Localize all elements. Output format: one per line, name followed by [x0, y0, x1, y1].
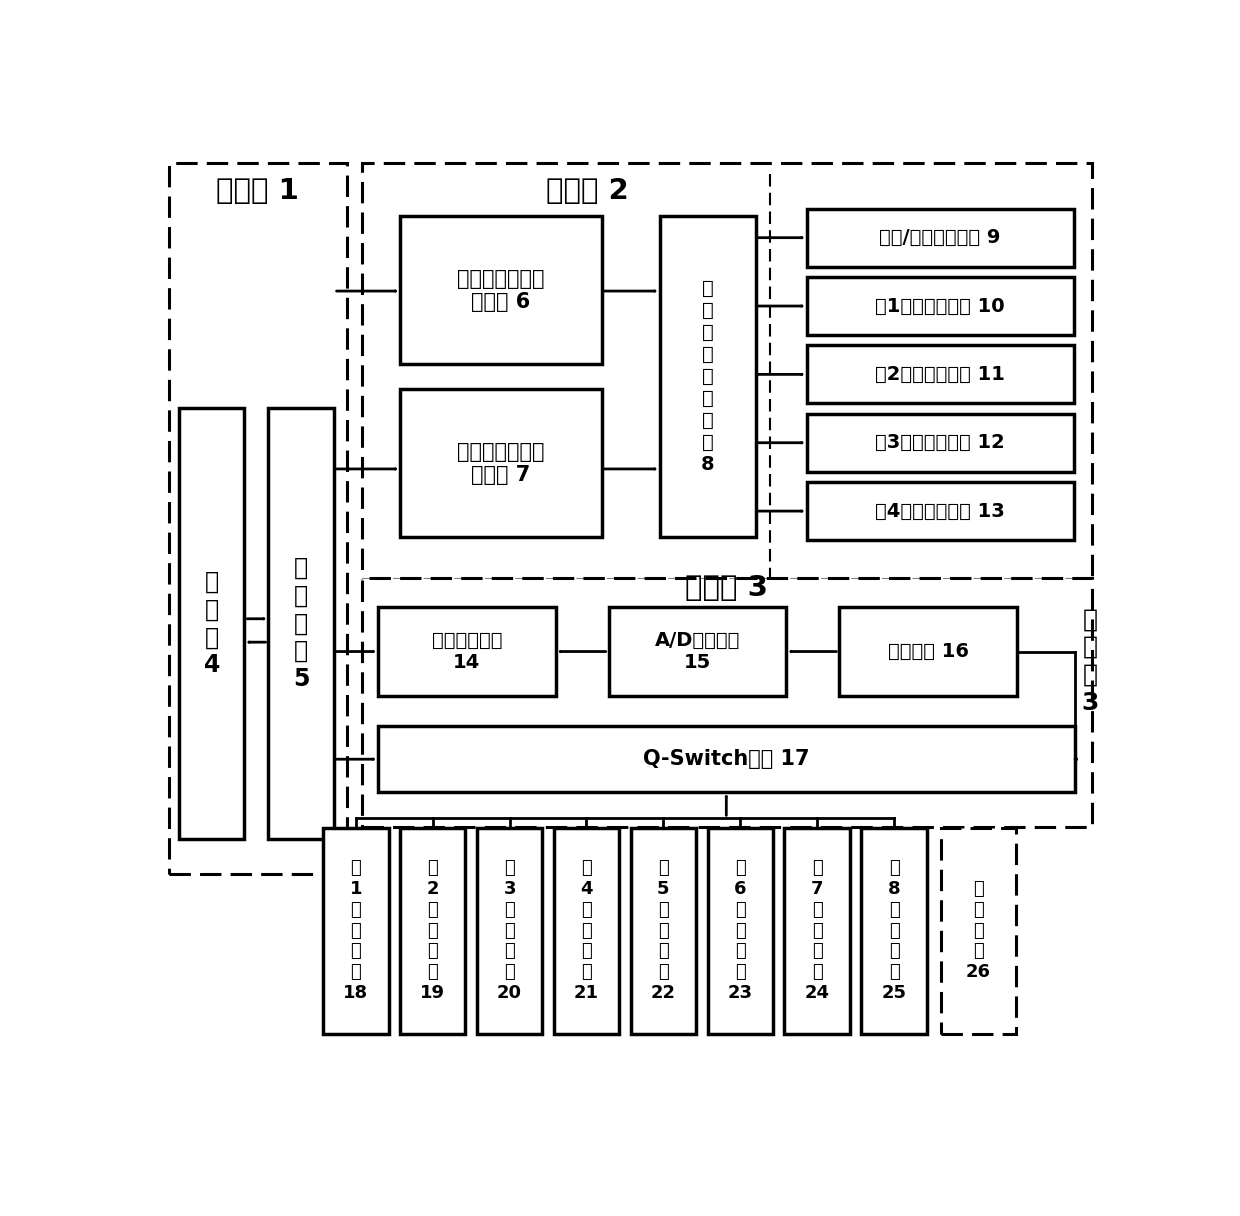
Text: 直流/交流发射线圈 9: 直流/交流发射线圈 9: [879, 229, 1001, 247]
Text: 主
控
单
元
5: 主 控 单 元 5: [293, 556, 309, 691]
Text: A/D转换电路
15: A/D转换电路 15: [655, 631, 740, 671]
Bar: [362, 579, 1092, 827]
Bar: [806, 209, 1074, 266]
Bar: [862, 828, 926, 1034]
Text: 计
算
机
4: 计 算 机 4: [203, 570, 219, 677]
Text: 第1直流发射线圈 10: 第1直流发射线圈 10: [875, 297, 1004, 315]
Text: 可调直流脉冲发
射电路 6: 可调直流脉冲发 射电路 6: [458, 269, 544, 311]
Text: 上位机 1: 上位机 1: [217, 176, 299, 204]
Text: 第
4
接
收
线
圈
21: 第 4 接 收 线 圈 21: [574, 860, 599, 1002]
Text: 接收控制电路
14: 接收控制电路 14: [432, 631, 502, 671]
Bar: [401, 828, 465, 1034]
Text: 参
考
线
圈
26: 参 考 线 圈 26: [966, 880, 991, 981]
Text: 第
6
接
收
线
圈
23: 第 6 接 收 线 圈 23: [728, 860, 753, 1002]
Bar: [477, 828, 542, 1034]
Text: 第2直流发射线圈 11: 第2直流发射线圈 11: [875, 365, 1006, 384]
Bar: [362, 163, 1092, 580]
Bar: [806, 482, 1074, 540]
Bar: [401, 216, 601, 364]
Bar: [660, 216, 755, 537]
Text: 第4直流发射线圈 13: 第4直流发射线圈 13: [875, 501, 1004, 520]
Text: 第3直流发射线圈 12: 第3直流发射线圈 12: [875, 433, 1004, 452]
Bar: [806, 345, 1074, 404]
Bar: [785, 828, 849, 1034]
Text: 可调交流脉冲发
射电路 7: 可调交流脉冲发 射电路 7: [458, 441, 544, 485]
Text: 第
1
接
收
线
圈
18: 第 1 接 收 线 圈 18: [343, 860, 368, 1002]
Text: 第
2
接
收
线
圈
19: 第 2 接 收 线 圈 19: [420, 860, 445, 1002]
Text: 放大电路 16: 放大电路 16: [888, 642, 968, 660]
Bar: [378, 607, 556, 696]
Text: 发
射
切
换
控
制
电
路
8: 发 射 切 换 控 制 电 路 8: [701, 280, 714, 474]
Bar: [609, 607, 786, 696]
Text: 发射机 2: 发射机 2: [546, 176, 629, 204]
Text: 第
7
接
收
线
圈
24: 第 7 接 收 线 圈 24: [805, 860, 830, 1002]
Bar: [708, 828, 773, 1034]
Text: 第
8
接
收
线
圈
25: 第 8 接 收 线 圈 25: [882, 860, 906, 1002]
Bar: [401, 389, 601, 537]
Bar: [806, 413, 1074, 472]
Bar: [324, 828, 388, 1034]
Bar: [806, 277, 1074, 336]
Bar: [170, 163, 347, 874]
Text: 第
5
接
收
线
圈
22: 第 5 接 收 线 圈 22: [651, 860, 676, 1002]
Bar: [631, 828, 696, 1034]
Bar: [554, 828, 619, 1034]
Text: Q-Switch电路 17: Q-Switch电路 17: [644, 749, 810, 770]
Bar: [268, 409, 334, 839]
Text: 第
3
接
收
线
圈
20: 第 3 接 收 线 圈 20: [497, 860, 522, 1002]
Bar: [179, 409, 244, 839]
Bar: [941, 828, 1016, 1034]
Bar: [378, 726, 1075, 792]
Text: 接收机 3: 接收机 3: [686, 574, 769, 602]
Text: 接
收
机
3: 接 收 机 3: [1081, 607, 1099, 715]
Bar: [839, 607, 1017, 696]
